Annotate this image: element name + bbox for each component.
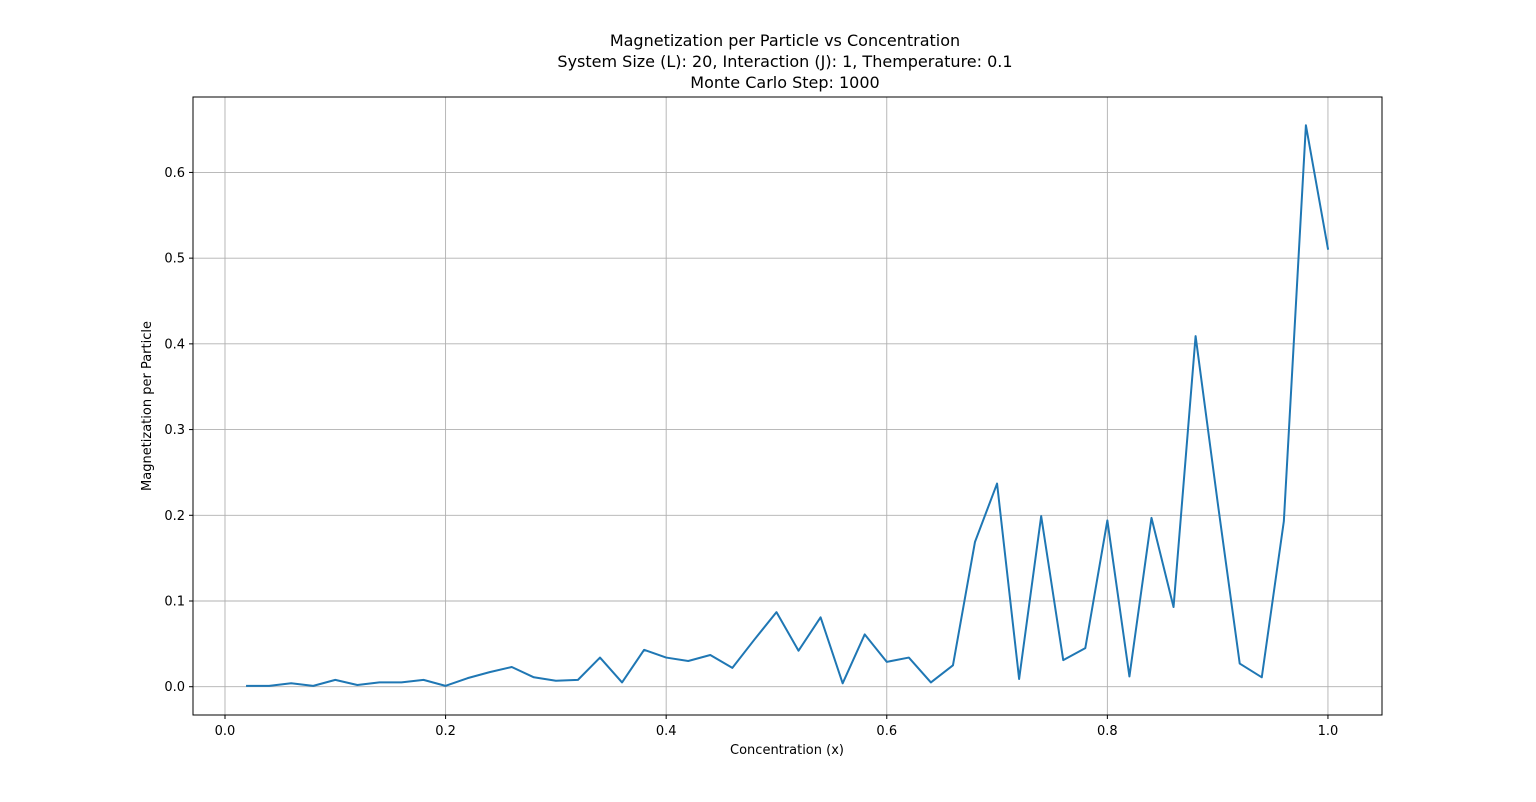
x-tick-label: 1.0 [1318,724,1339,739]
data-point [1195,335,1197,337]
data-point [1283,520,1285,522]
y-tick-label: 0.0 [164,680,185,695]
data-point [820,616,822,618]
data-point [467,677,469,679]
data-point [401,682,403,684]
y-tick-label: 0.5 [164,252,185,267]
data-point [1040,515,1042,517]
y-axis-label: Magnetization per Particle [140,321,155,491]
data-point [1173,606,1175,608]
y-tick-label: 0.6 [164,166,185,181]
x-axis-label: Concentration (x) [730,743,844,758]
data-point [709,654,711,656]
plot-frame [192,96,1383,716]
data-point [952,664,954,666]
data-point [930,682,932,684]
data-point [268,685,270,687]
data-point [1085,647,1087,649]
ticks: 0.0 0.2 0.4 0.6 0.8 1.0 0.0 0.1 0.2 0.3 0.4 0.5 0.6 [164,166,1338,739]
x-tick-label: 0.6 [876,724,897,739]
data-point [732,667,734,669]
x-tick-label: 0.0 [215,724,236,739]
y-tick-label: 0.4 [164,337,185,352]
data-point [621,682,623,684]
series-layer [246,124,1330,687]
chart-title-line-2: System Size (L): 20, Interaction (J): 1,… [557,52,1012,71]
x-tick-label: 0.2 [435,724,456,739]
data-point [246,685,248,687]
data-point [776,611,778,613]
data-point [334,679,336,681]
data-point [665,657,667,659]
data-point [489,671,491,673]
data-point [379,682,381,684]
data-point [687,660,689,662]
chart-title-line-1: Magnetization per Particle vs Concentrat… [610,31,960,50]
y-tick-label: 0.1 [164,595,185,610]
data-point [886,661,888,663]
data-point [1305,124,1307,126]
data-point [842,682,844,684]
data-point [511,666,513,668]
series-line-magnetization [246,124,1330,687]
chart-title-line-3: Monte Carlo Step: 1000 [690,73,879,92]
data-point [798,650,800,652]
data-point [1151,517,1153,519]
y-tick-label: 0.2 [164,509,185,524]
data-point [1261,676,1263,678]
data-point [290,682,292,684]
data-point [312,685,314,687]
x-tick-label: 0.8 [1097,724,1118,739]
data-point [864,634,866,636]
x-tick-label: 0.4 [656,724,677,739]
grid [193,97,1382,715]
data-point [1327,248,1329,250]
data-point [754,639,756,641]
y-tick-label: 0.3 [164,423,185,438]
data-point [1217,502,1219,504]
data-point [908,657,910,659]
data-point [996,483,998,485]
data-point [577,679,579,681]
data-point [555,680,557,682]
data-point [1239,663,1241,665]
data-point [1062,659,1064,661]
data-point [533,676,535,678]
data-point [423,679,425,681]
data-point [1129,676,1131,678]
data-point [974,541,976,543]
data-point [1107,520,1109,522]
data-point [1018,678,1020,680]
data-point [445,685,447,687]
data-point [599,657,601,659]
data-point [643,649,645,651]
data-point [357,684,359,686]
